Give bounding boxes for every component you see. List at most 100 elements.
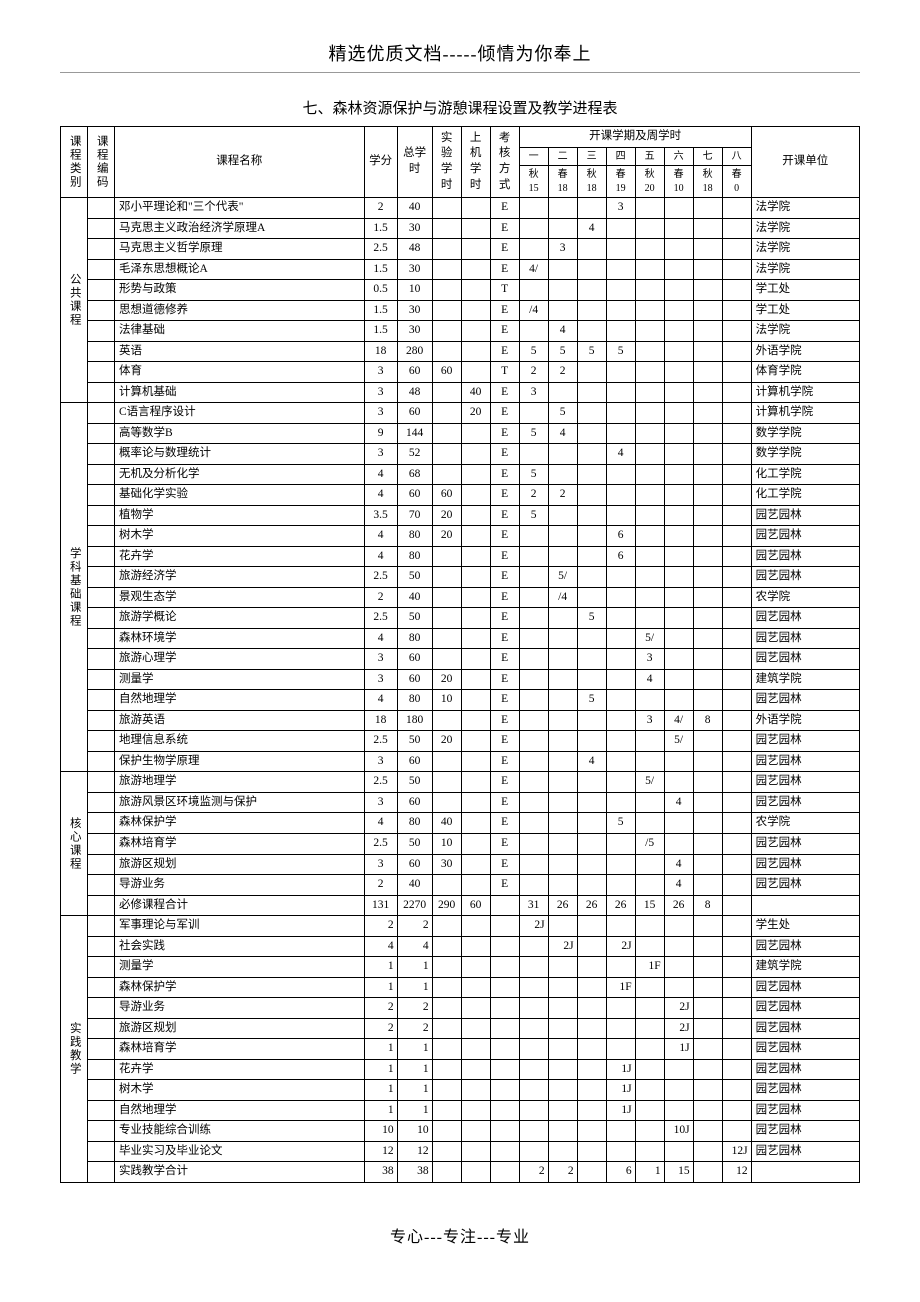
sem-cell: 5	[577, 690, 606, 711]
credits-cell: 4	[364, 526, 397, 547]
sem-cell: 1J	[606, 1100, 635, 1121]
course-name-cell: 导游业务	[115, 875, 365, 896]
credits-cell: 4	[364, 485, 397, 506]
sem-cell	[606, 300, 635, 321]
computer-hours-cell	[461, 628, 490, 649]
table-row: 自然地理学48010E5园艺园林	[61, 690, 860, 711]
sem-label-6: 六	[664, 147, 693, 166]
table-row: 马克思主义政治经济学原理A1.530E4法学院	[61, 218, 860, 239]
sem-cell	[664, 957, 693, 978]
table-row: 形势与政策0.510T学工处	[61, 280, 860, 301]
sem-cell	[519, 280, 548, 301]
lab-hours-cell	[432, 1141, 461, 1162]
col-lab-hours: 实验学时	[432, 127, 461, 198]
sem-cell: 3	[635, 649, 664, 670]
computer-hours-cell	[461, 485, 490, 506]
unit-cell: 园艺园林	[751, 751, 859, 772]
sem-cell	[722, 198, 751, 219]
total-hours-cell: 180	[397, 710, 432, 731]
table-row: 旅游经济学2.550E5/园艺园林	[61, 567, 860, 588]
sem-cell	[722, 485, 751, 506]
code-cell	[88, 628, 115, 649]
sem-cell	[577, 1141, 606, 1162]
total-hours-cell: 60	[397, 751, 432, 772]
computer-hours-cell	[461, 875, 490, 896]
unit-cell: 园艺园林	[751, 792, 859, 813]
lab-hours-cell: 10	[432, 690, 461, 711]
assess-cell	[490, 1018, 519, 1039]
course-name-cell: 森林保护学	[115, 977, 365, 998]
sem-cell	[635, 464, 664, 485]
sem-cell	[664, 587, 693, 608]
credits-cell: 2.5	[364, 567, 397, 588]
unit-cell: 园艺园林	[751, 834, 859, 855]
total-hours-cell: 30	[397, 218, 432, 239]
sem-cell	[519, 587, 548, 608]
code-cell	[88, 239, 115, 260]
computer-hours-cell: 60	[461, 895, 490, 916]
code-cell	[88, 1018, 115, 1039]
unit-cell: 园艺园林	[751, 875, 859, 896]
total-hours-cell: 80	[397, 628, 432, 649]
credits-cell: 1.5	[364, 321, 397, 342]
assess-cell: E	[490, 464, 519, 485]
sem-cell: 4/	[664, 710, 693, 731]
col-unit: 开课单位	[751, 127, 859, 198]
sem-cell	[635, 362, 664, 383]
sem-cell	[577, 649, 606, 670]
course-name-cell: 体育	[115, 362, 365, 383]
sem-cell	[519, 444, 548, 465]
sem-cell	[722, 587, 751, 608]
sem-cell	[548, 957, 577, 978]
computer-hours-cell	[461, 444, 490, 465]
course-name-cell: 马克思主义政治经济学原理A	[115, 218, 365, 239]
sem-cell	[519, 957, 548, 978]
table-row: 自然地理学111J园艺园林	[61, 1100, 860, 1121]
sem-cell: 2J	[548, 936, 577, 957]
table-row: 地理信息系统2.55020E5/园艺园林	[61, 731, 860, 752]
total-hours-cell: 1	[397, 957, 432, 978]
assess-cell	[490, 1059, 519, 1080]
sem-season-6: 春10	[664, 166, 693, 198]
total-hours-cell: 50	[397, 772, 432, 793]
sem-cell	[635, 1059, 664, 1080]
sem-cell	[664, 916, 693, 937]
sem-cell: 3	[606, 198, 635, 219]
total-hours-cell: 30	[397, 321, 432, 342]
table-row: 测量学36020E4建筑学院	[61, 669, 860, 690]
computer-hours-cell	[461, 341, 490, 362]
sem-cell: 26	[606, 895, 635, 916]
unit-cell	[751, 895, 859, 916]
sem-cell	[548, 505, 577, 526]
assess-cell: E	[490, 834, 519, 855]
credits-cell: 3.5	[364, 505, 397, 526]
sem-cell	[635, 300, 664, 321]
sem-season-4: 春19	[606, 166, 635, 198]
sem-cell	[606, 608, 635, 629]
sem-cell: 4/	[519, 259, 548, 280]
sem-cell	[519, 669, 548, 690]
sem-cell	[664, 977, 693, 998]
unit-cell: 园艺园林	[751, 731, 859, 752]
lab-hours-cell	[432, 772, 461, 793]
course-name-cell: 旅游地理学	[115, 772, 365, 793]
sem-cell	[664, 362, 693, 383]
lab-hours-cell	[432, 382, 461, 403]
sem-cell	[693, 567, 722, 588]
computer-hours-cell	[461, 669, 490, 690]
sem-cell	[577, 362, 606, 383]
code-cell	[88, 834, 115, 855]
table-row: 高等数学B9144E54数学学院	[61, 423, 860, 444]
computer-hours-cell	[461, 710, 490, 731]
sem-cell	[693, 1080, 722, 1101]
course-name-cell: 概率论与数理统计	[115, 444, 365, 465]
credits-cell: 1	[364, 977, 397, 998]
sem-cell	[606, 259, 635, 280]
sem-cell	[519, 792, 548, 813]
code-cell	[88, 259, 115, 280]
sem-cell	[577, 669, 606, 690]
credits-cell: 2	[364, 998, 397, 1019]
sem-cell	[635, 875, 664, 896]
sem-cell	[693, 1141, 722, 1162]
sem-cell	[693, 751, 722, 772]
